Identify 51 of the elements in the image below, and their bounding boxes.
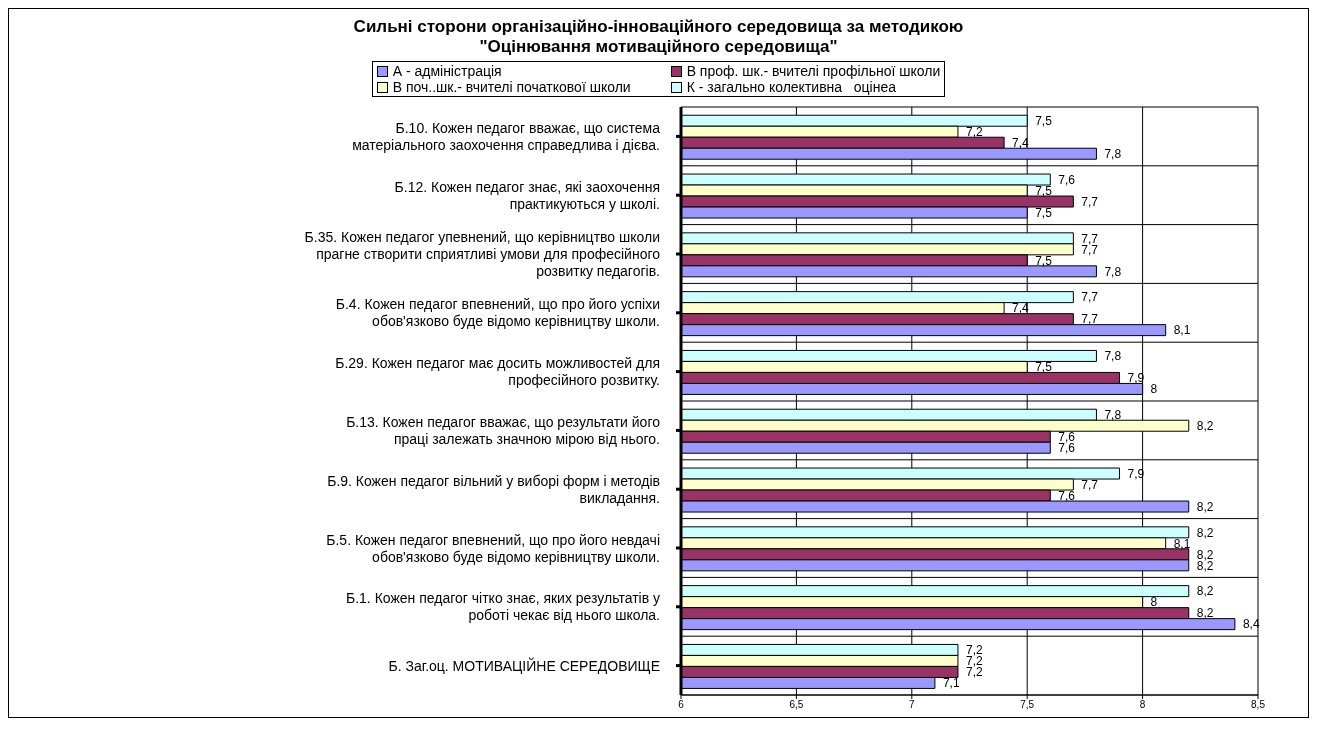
data-label: 7,6 bbox=[1058, 172, 1076, 187]
data-label: 7,7 bbox=[1081, 290, 1099, 305]
data-label: 7,2 bbox=[965, 124, 983, 139]
y-tick-label: Б.1. Кожен педагог чітко знає, яких результатів у роботі чекає від нього школа. bbox=[345, 590, 660, 624]
x-tick-label: 7 bbox=[909, 699, 916, 711]
x-tick-label: 7,5 bbox=[1020, 699, 1035, 711]
data-label: 8,2 bbox=[1196, 606, 1214, 621]
data-label: 8,4 bbox=[1242, 617, 1260, 632]
data-label: 7,7 bbox=[1081, 231, 1099, 246]
y-tick-label: Б.9. Кожен педагог вільний у виборі форм і методів викладання. bbox=[327, 472, 660, 506]
data-label: 8 bbox=[1150, 382, 1158, 397]
data-label: 8,1 bbox=[1173, 323, 1191, 338]
data-label: 7,7 bbox=[1081, 312, 1099, 327]
y-tick-label: Б.35. Кожен педагог упевнений, що керівництво школи прагне створити сприятливі умови для професійного розвитку педагогів. bbox=[304, 229, 661, 279]
data-label: 8,2 bbox=[1196, 584, 1214, 599]
x-tick-label: 6,5 bbox=[789, 699, 804, 711]
data-label: 8,1 bbox=[1173, 536, 1191, 551]
data-label: 7,6 bbox=[1058, 429, 1076, 444]
chart-title: Сильні сторони організаційно-інноваційного середовища за методикою "Оцінювання мотиваційного середовища" bbox=[352, 16, 965, 57]
data-label: 7,5 bbox=[1035, 205, 1053, 220]
y-tick-label: Б.29. Кожен педагог має досить можливостей для професійного розвитку. bbox=[335, 355, 660, 389]
data-label: 7,1 bbox=[942, 676, 960, 691]
y-tick-label: Б. Заг.оц. МОТИВАЦІЙНЕ СЕРЕДОВИЩЕ bbox=[388, 656, 660, 674]
legend-label: К - загально колективна оцінеа bbox=[686, 79, 896, 95]
y-tick-label: Б.12. Кожен педагог знає, які заохочення практикуються у школі. bbox=[394, 178, 660, 212]
y-tick-label: Б.4. Кожен педагог впевнений, що про його успіхи обов'язково буде відомо керівництву школи. bbox=[335, 296, 660, 330]
legend-label: В поч..шк.- вчителі початкової школи bbox=[392, 79, 631, 95]
x-tick-label: 8 bbox=[1139, 699, 1146, 711]
data-label: 8,2 bbox=[1196, 499, 1214, 514]
data-label: 7,8 bbox=[1104, 264, 1122, 279]
x-tick-label: 8,5 bbox=[1251, 699, 1266, 711]
data-label: 7,8 bbox=[1104, 349, 1122, 364]
data-label: 7,7 bbox=[1081, 194, 1099, 209]
data-label: 7,8 bbox=[1104, 146, 1122, 161]
legend-label: В проф. шк.- вчителі профільної школи bbox=[686, 63, 941, 79]
data-label: 7,7 bbox=[1081, 477, 1099, 492]
y-tick-label: Б.13. Кожен педагог вважає, що результати його праці залежать значною мірою від нього. bbox=[346, 413, 661, 447]
data-label: 7,5 bbox=[1035, 183, 1053, 198]
x-tick-label: 6 bbox=[678, 699, 685, 711]
data-label: 7,5 bbox=[1035, 360, 1053, 375]
data-label: 8 bbox=[1150, 595, 1158, 610]
y-tick-label: Б.5. Кожен педагог впевнений, що про його невдачі обов'язково буде відомо керівництву школи. bbox=[326, 531, 660, 565]
data-label: 7,8 bbox=[1104, 407, 1122, 422]
data-label: 8,2 bbox=[1196, 547, 1214, 562]
data-label: 7,5 bbox=[1035, 113, 1053, 128]
y-tick-label: Б.10. Кожен педагог вважає, що система матеріального заохочення справедлива і дієва. bbox=[352, 119, 661, 153]
legend-label: А - адміністрація bbox=[392, 63, 502, 79]
data-label: 8,2 bbox=[1196, 418, 1214, 433]
data-label: 8,2 bbox=[1196, 525, 1214, 540]
data-label: 7,5 bbox=[1035, 253, 1053, 268]
data-label: 7,6 bbox=[1058, 488, 1076, 503]
